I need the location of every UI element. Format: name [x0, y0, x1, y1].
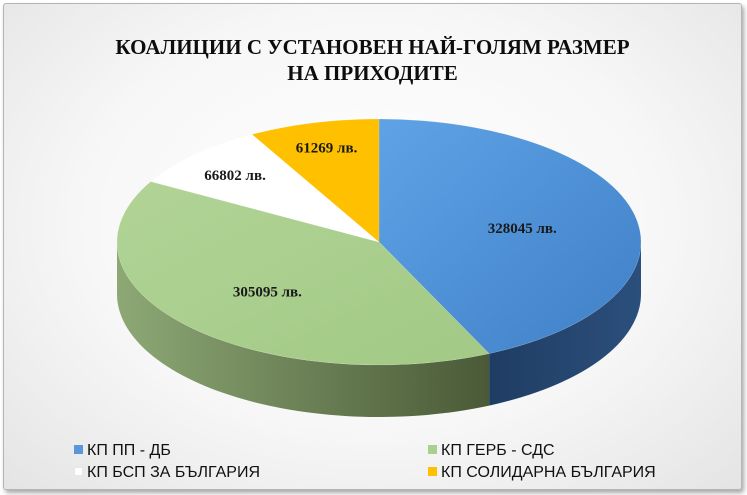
pie-slice-solidarna	[251, 118, 380, 243]
chart-title-line-1: КОАЛИЦИИ С УСТАНОВЕН НАЙ-ГОЛЯМ РАЗМЕР	[115, 35, 630, 59]
legend-swatch	[428, 445, 437, 454]
pie-side-gerb-sds	[117, 242, 490, 417]
legend-item-pp-db: КП ПП - ДБ	[74, 442, 171, 460]
chart-area: КОАЛИЦИИ С УСТАНОВЕН НАЙ-ГОЛЯМ РАЗМЕР НА…	[3, 3, 742, 490]
pie-slice-bsp	[150, 134, 380, 243]
chart-title-line-2: НА ПРИХОДИТЕ	[287, 61, 458, 85]
data-label-gerb-sds: 305095 лв.	[233, 284, 302, 300]
data-label-bsp: 66802 лв.	[204, 168, 266, 184]
legend-swatch	[74, 467, 83, 476]
pie-side-pp-db	[489, 242, 641, 406]
legend-item-bsp: КП БСП ЗА БЪЛГАРИЯ	[74, 464, 260, 482]
pie-slice-gerb-sds	[116, 181, 490, 366]
legend-label: КП СОЛИДАРНА БЪЛГАРИЯ	[441, 464, 656, 481]
legend-item-solidarna: КП СОЛИДАРНА БЪЛГАРИЯ	[428, 464, 656, 482]
legend-label: КП БСП ЗА БЪЛГАРИЯ	[87, 464, 260, 481]
legend-label: КП ГЕРБ - СДС	[441, 442, 555, 459]
data-label-pp-db: 328045 лв.	[488, 221, 557, 237]
legend-swatch	[74, 445, 83, 454]
legend-swatch	[428, 467, 437, 476]
pie-chart: 328045 лв. 305095 лв. 66802 лв. 61269 лв.	[116, 118, 642, 417]
legend-item-gerb-sds: КП ГЕРБ - СДС	[428, 442, 555, 460]
pie-slice-pp-db	[378, 118, 642, 354]
data-label-solidarna: 61269 лв.	[296, 141, 358, 157]
legend-label: КП ПП - ДБ	[87, 442, 171, 459]
